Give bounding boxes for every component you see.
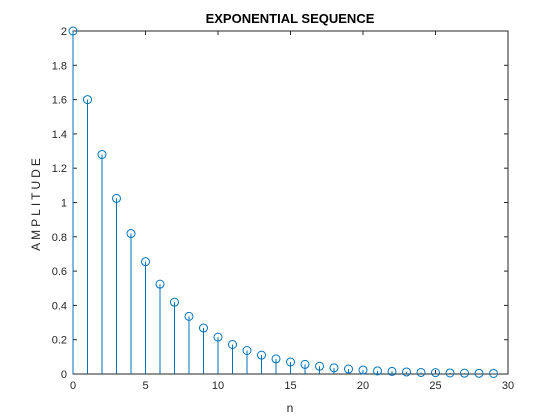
stem-marker xyxy=(460,368,469,378)
y-tick-label: 0.6 xyxy=(52,266,67,278)
stem-marker xyxy=(300,359,310,369)
stem-marker xyxy=(242,346,252,356)
y-axis-label: AMPLITUDE xyxy=(29,155,43,251)
stem-marker xyxy=(358,365,368,375)
stem-marker xyxy=(68,26,78,36)
stem-marker xyxy=(228,340,237,350)
stem-marker xyxy=(431,368,440,378)
stem-marker xyxy=(112,193,121,203)
stem-marker xyxy=(184,311,194,321)
y-tick-label: 1.6 xyxy=(52,95,67,107)
stem-marker xyxy=(126,229,136,239)
stems xyxy=(68,26,498,378)
stem-marker xyxy=(402,367,411,377)
y-tick-label: 2 xyxy=(61,26,67,38)
y-tick-label: 1 xyxy=(61,198,67,210)
y-tick-label: 0.4 xyxy=(52,300,67,312)
stem-marker xyxy=(489,368,498,378)
stem-marker xyxy=(97,149,107,159)
stem-marker xyxy=(170,297,179,307)
stem-marker xyxy=(315,361,324,371)
stem-marker xyxy=(213,332,223,342)
stem-marker xyxy=(155,279,165,289)
chart-title: EXPONENTIAL SEQUENCE xyxy=(206,11,375,26)
x-tick-label: 25 xyxy=(429,380,441,392)
stem-marker xyxy=(387,366,397,376)
stem-marker xyxy=(271,354,281,364)
stem-marker xyxy=(373,366,382,376)
stem-marker xyxy=(329,363,339,373)
x-tick-label: 5 xyxy=(142,380,148,392)
stem-marker xyxy=(83,95,92,105)
y-tick-label: 0.2 xyxy=(52,335,67,347)
x-tick-label: 30 xyxy=(502,380,514,392)
y-tick-label: 1.2 xyxy=(52,163,67,175)
x-tick-label: 0 xyxy=(70,380,76,392)
y-tick-label: 0 xyxy=(61,369,67,381)
x-tick-label: 10 xyxy=(212,380,224,392)
plot-area-box xyxy=(72,30,509,375)
stem-marker xyxy=(257,350,266,360)
axes: 0 5 10 15 20 25 30 0 0.2 0.4 0.6 0.8 1 1.2 1.4 1.6 1.8 2 xyxy=(52,26,514,392)
y-tick-label: 1.4 xyxy=(52,129,67,141)
x-tick-label: 20 xyxy=(357,380,369,392)
y-tick-label: 1.8 xyxy=(52,60,67,72)
stem-marker xyxy=(286,357,295,367)
x-axis-label: n xyxy=(287,401,294,415)
stem-marker xyxy=(199,323,208,333)
y-tick-label: 0.8 xyxy=(52,232,67,244)
stem-marker xyxy=(474,368,484,378)
stem-marker xyxy=(445,368,455,378)
stem-marker xyxy=(416,367,426,377)
x-tick-label: 15 xyxy=(284,380,296,392)
stem-marker xyxy=(344,364,353,374)
stem-marker xyxy=(141,257,150,267)
